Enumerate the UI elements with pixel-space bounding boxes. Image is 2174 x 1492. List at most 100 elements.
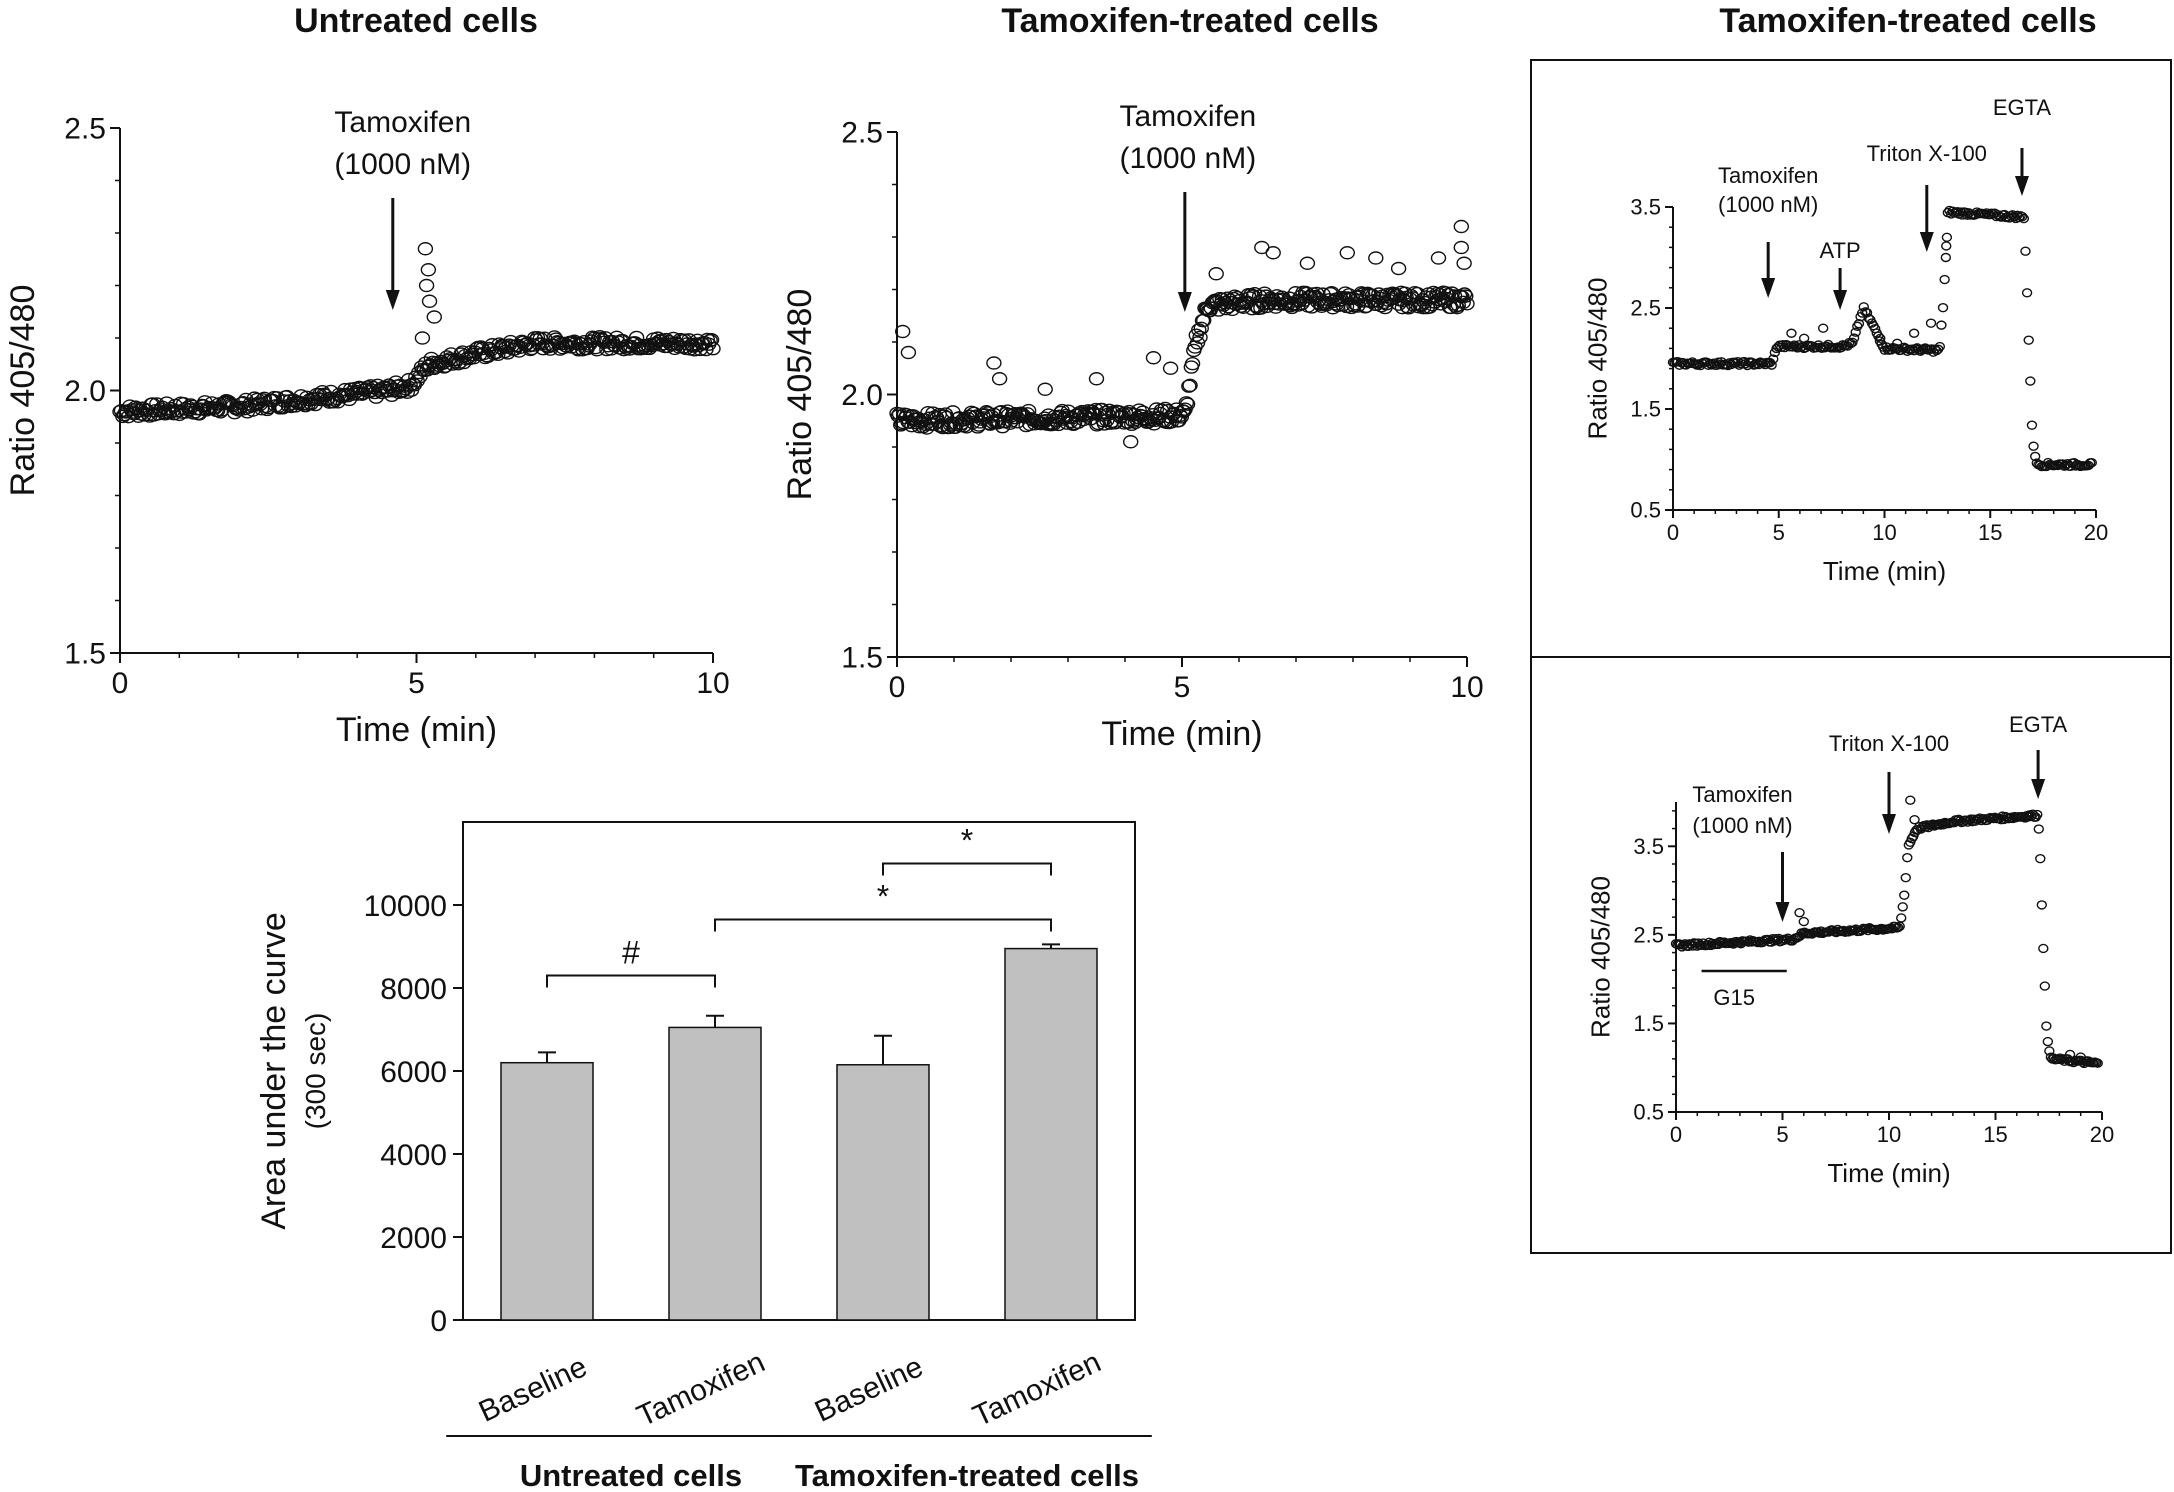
- y-axis-title: Ratio 405/480: [4, 285, 42, 497]
- data-point: [1347, 297, 1363, 311]
- data-point: [702, 333, 718, 348]
- data-point: [705, 342, 721, 356]
- group-label: Tamoxifen-treated cells: [795, 1458, 1139, 1492]
- outlier-point: [895, 324, 911, 339]
- data-point: [660, 339, 676, 354]
- outlier-point: [1453, 219, 1470, 234]
- outlier-point: [991, 372, 1008, 386]
- data-points: [1667, 205, 2097, 472]
- outlier-point: [1299, 256, 1316, 270]
- outlier-point: [1088, 372, 1105, 386]
- data-point: [1297, 285, 1314, 300]
- data-point: [1193, 321, 1209, 336]
- data-point: [1996, 212, 2007, 222]
- outlier-point: [418, 278, 435, 293]
- outlier-point: [1786, 328, 1797, 338]
- y-tick-label: 2.0: [841, 379, 883, 412]
- data-point: [1962, 817, 1973, 827]
- data-point: [1728, 939, 1739, 949]
- data-point: [440, 353, 457, 368]
- annotation-label: Tamoxifen: [1718, 163, 1818, 188]
- outlier-point: [1368, 251, 1384, 265]
- event-arrow-head: [2014, 176, 2029, 196]
- data-point: [1450, 298, 1467, 312]
- significance-symbol: *: [961, 823, 973, 859]
- data-point: [1178, 396, 1195, 410]
- x-axis-title: Time (min): [1823, 556, 1946, 586]
- data-point: [2020, 246, 2031, 256]
- x-tick-label: 0: [1667, 520, 1679, 545]
- y-axis-title: Ratio 405/480: [781, 289, 819, 501]
- x-tick-label: 15: [1978, 520, 2002, 545]
- x-axis-title: Time (min): [336, 711, 497, 749]
- outlier-point: [1925, 318, 1937, 328]
- data-point: [2033, 824, 2044, 834]
- x-tick-label: 5: [1776, 1122, 1788, 1147]
- bar: [1004, 947, 1098, 1321]
- data-point: [1937, 302, 1949, 313]
- right-bottom-frame: [1530, 656, 2172, 1254]
- y-tick-label: 0: [430, 1305, 447, 1338]
- data-point: [127, 400, 144, 414]
- x-category-label: Baseline: [474, 1350, 592, 1429]
- data-point: [1988, 813, 1999, 824]
- outlier-point: [1909, 815, 1920, 825]
- data-points: [112, 242, 721, 424]
- data-points: [889, 219, 1475, 449]
- data-point: [1934, 341, 1945, 352]
- y-tick-label: 3.5: [1633, 834, 1664, 859]
- data-point: [1900, 872, 1911, 883]
- outlier-point: [900, 345, 917, 360]
- data-point: [1726, 359, 1737, 370]
- data-point: [1850, 327, 1861, 337]
- x-tick-label: 5: [1174, 671, 1191, 704]
- data-point: [1171, 413, 1187, 428]
- y-tick-label: 2.5: [64, 113, 106, 146]
- data-point: [1908, 346, 1920, 356]
- auc-bar-chart: 0 2000 4000 6000 8000 10000 Area under the cur…: [255, 821, 1152, 1492]
- y-tick-label: 3.5: [1630, 195, 1661, 220]
- data-point: [1189, 336, 1206, 350]
- data-point: [253, 402, 270, 416]
- x-axis-title: Time (min): [1827, 1158, 1950, 1188]
- data-point: [2039, 981, 2051, 991]
- bar: [668, 1026, 762, 1321]
- data-point: [1017, 410, 1033, 424]
- bar: [500, 1061, 594, 1321]
- x-tick-label: 5: [408, 667, 425, 700]
- data-point: [1806, 929, 1818, 939]
- data-point: [2017, 211, 2028, 222]
- y-tick-label: 1.5: [64, 638, 106, 671]
- tamoxifen-arrow-head: [1177, 292, 1192, 312]
- data-point: [2086, 458, 2097, 468]
- annotation-dose: (1000 nM): [1119, 142, 1256, 175]
- data-point: [1677, 357, 1688, 368]
- data-point: [1179, 397, 1196, 411]
- x-tick-label: 10: [696, 667, 729, 700]
- data-point: [1766, 360, 1777, 370]
- annotation-label: ATP: [1820, 238, 1861, 263]
- data-point: [2036, 900, 2048, 910]
- data-point: [1913, 345, 1924, 355]
- y-tick-label: 1.5: [1633, 1011, 1664, 1036]
- data-point: [2032, 809, 2043, 820]
- data-point: [1173, 410, 1190, 424]
- data-point: [1939, 274, 1950, 285]
- outlier-point: [1265, 246, 1281, 260]
- data-point: [1920, 343, 1931, 353]
- outlier-point: [421, 294, 438, 308]
- y-tick-label: 0.5: [1633, 1100, 1664, 1125]
- outlier-point: [1208, 267, 1224, 281]
- outlier-point: [1891, 338, 1903, 349]
- outlier-point: [420, 263, 437, 277]
- data-point: [2025, 376, 2036, 386]
- y-axis-title: Area under the curve: [255, 912, 293, 1230]
- data-point: [1853, 319, 1865, 329]
- outlier-point: [986, 356, 1002, 370]
- x-tick-label: 10: [1877, 1122, 1901, 1147]
- x-tick-label: 0: [112, 667, 129, 700]
- data-point: [1906, 833, 1918, 844]
- data-point: [1378, 297, 1394, 311]
- annotation-label: Triton X-100: [1829, 731, 1949, 756]
- data-points: [1670, 795, 2103, 1069]
